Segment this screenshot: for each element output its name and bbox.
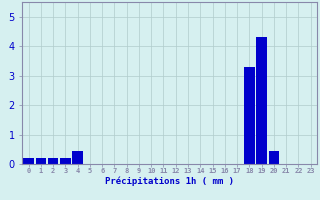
Bar [256,37,267,164]
Bar [48,158,58,164]
Bar [36,158,46,164]
Bar [269,151,279,164]
Bar [244,67,254,164]
Bar [72,151,83,164]
X-axis label: Précipitations 1h ( mm ): Précipitations 1h ( mm ) [105,177,234,186]
Bar [23,158,34,164]
Bar [60,158,70,164]
